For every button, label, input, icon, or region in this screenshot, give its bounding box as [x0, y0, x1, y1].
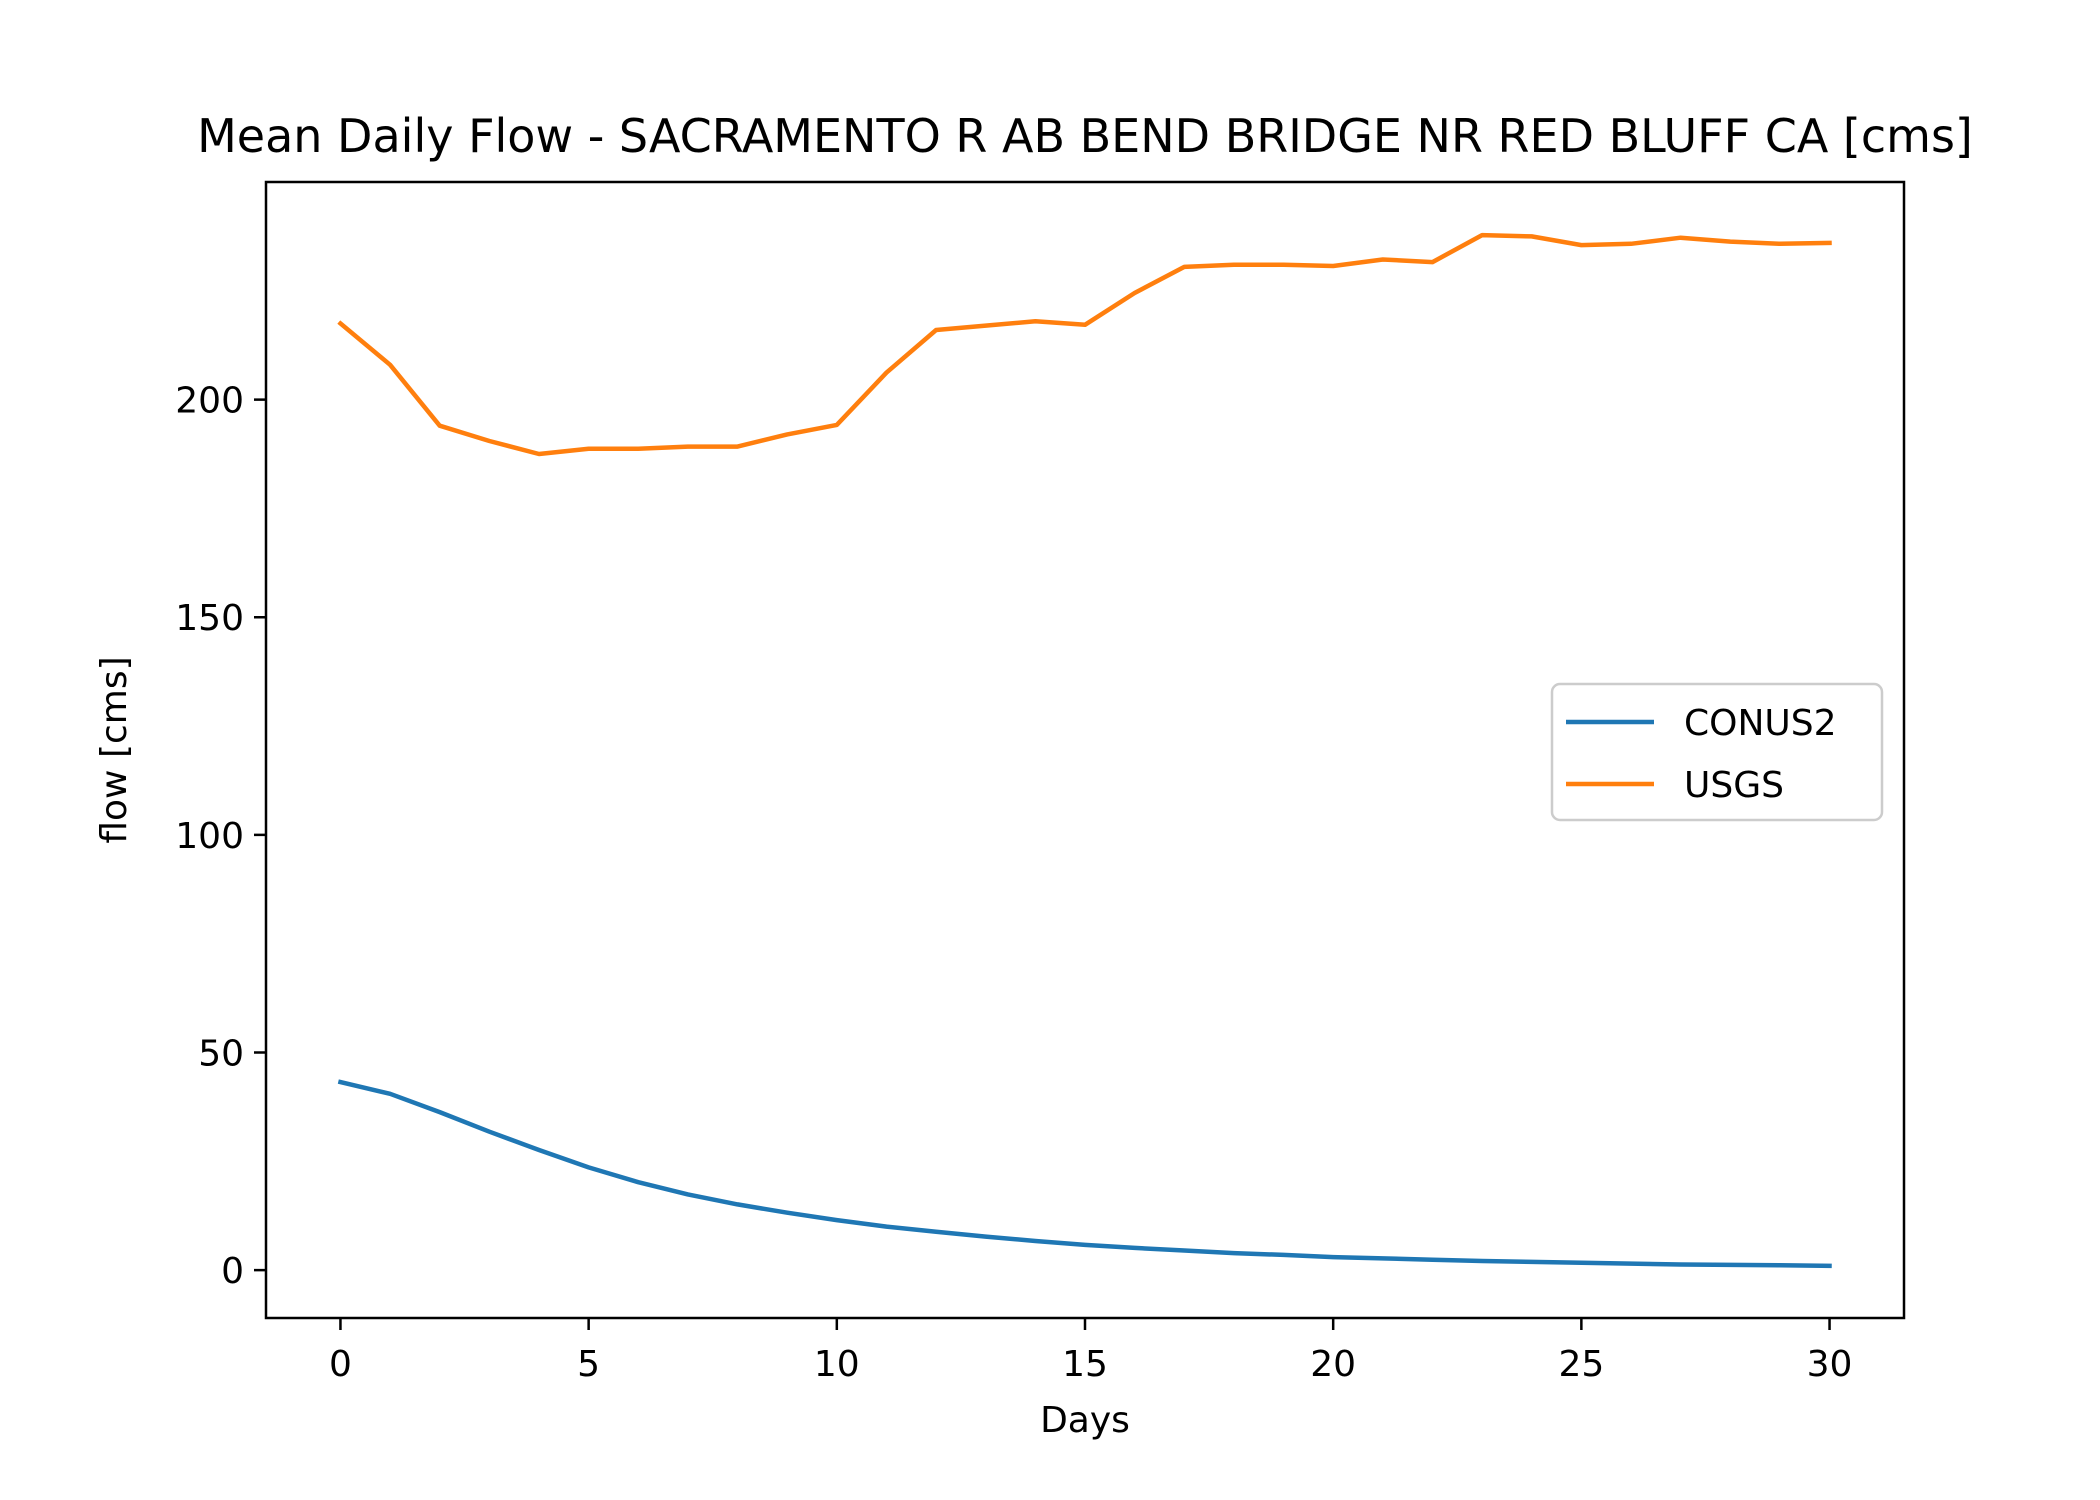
x-tick-label: 15	[1062, 1344, 1108, 1385]
x-tick-label: 10	[814, 1344, 860, 1385]
y-tick-label: 200	[175, 381, 244, 422]
y-tick-label: 150	[175, 598, 244, 639]
x-tick-label: 20	[1310, 1344, 1356, 1385]
series-line-conus2	[337, 1079, 1832, 1269]
x-tick-label: 5	[577, 1344, 600, 1385]
series-line-usgs	[337, 232, 1832, 457]
legend: CONUS2 USGS	[1550, 682, 1884, 822]
y-tick-label: 50	[198, 1033, 244, 1074]
legend-label-usgs: USGS	[1684, 765, 1784, 806]
x-tick-label: 0	[329, 1344, 352, 1385]
legend-label-conus2: CONUS2	[1684, 703, 1837, 744]
chart-title: Mean Daily Flow - SACRAMENTO R AB BEND B…	[197, 109, 1973, 163]
x-axis: 0 5 10 15 20 25 30	[329, 1318, 1852, 1385]
y-axis: 0 50 100 150 200	[175, 381, 266, 1292]
x-tick-label: 30	[1807, 1344, 1853, 1385]
x-tick-label: 25	[1558, 1344, 1604, 1385]
y-tick-label: 100	[175, 816, 244, 857]
y-tick-label: 0	[221, 1251, 244, 1292]
x-axis-label: Days	[1040, 1400, 1130, 1441]
y-axis-label: flow [cms]	[94, 656, 135, 843]
series-layer	[337, 232, 1832, 1269]
